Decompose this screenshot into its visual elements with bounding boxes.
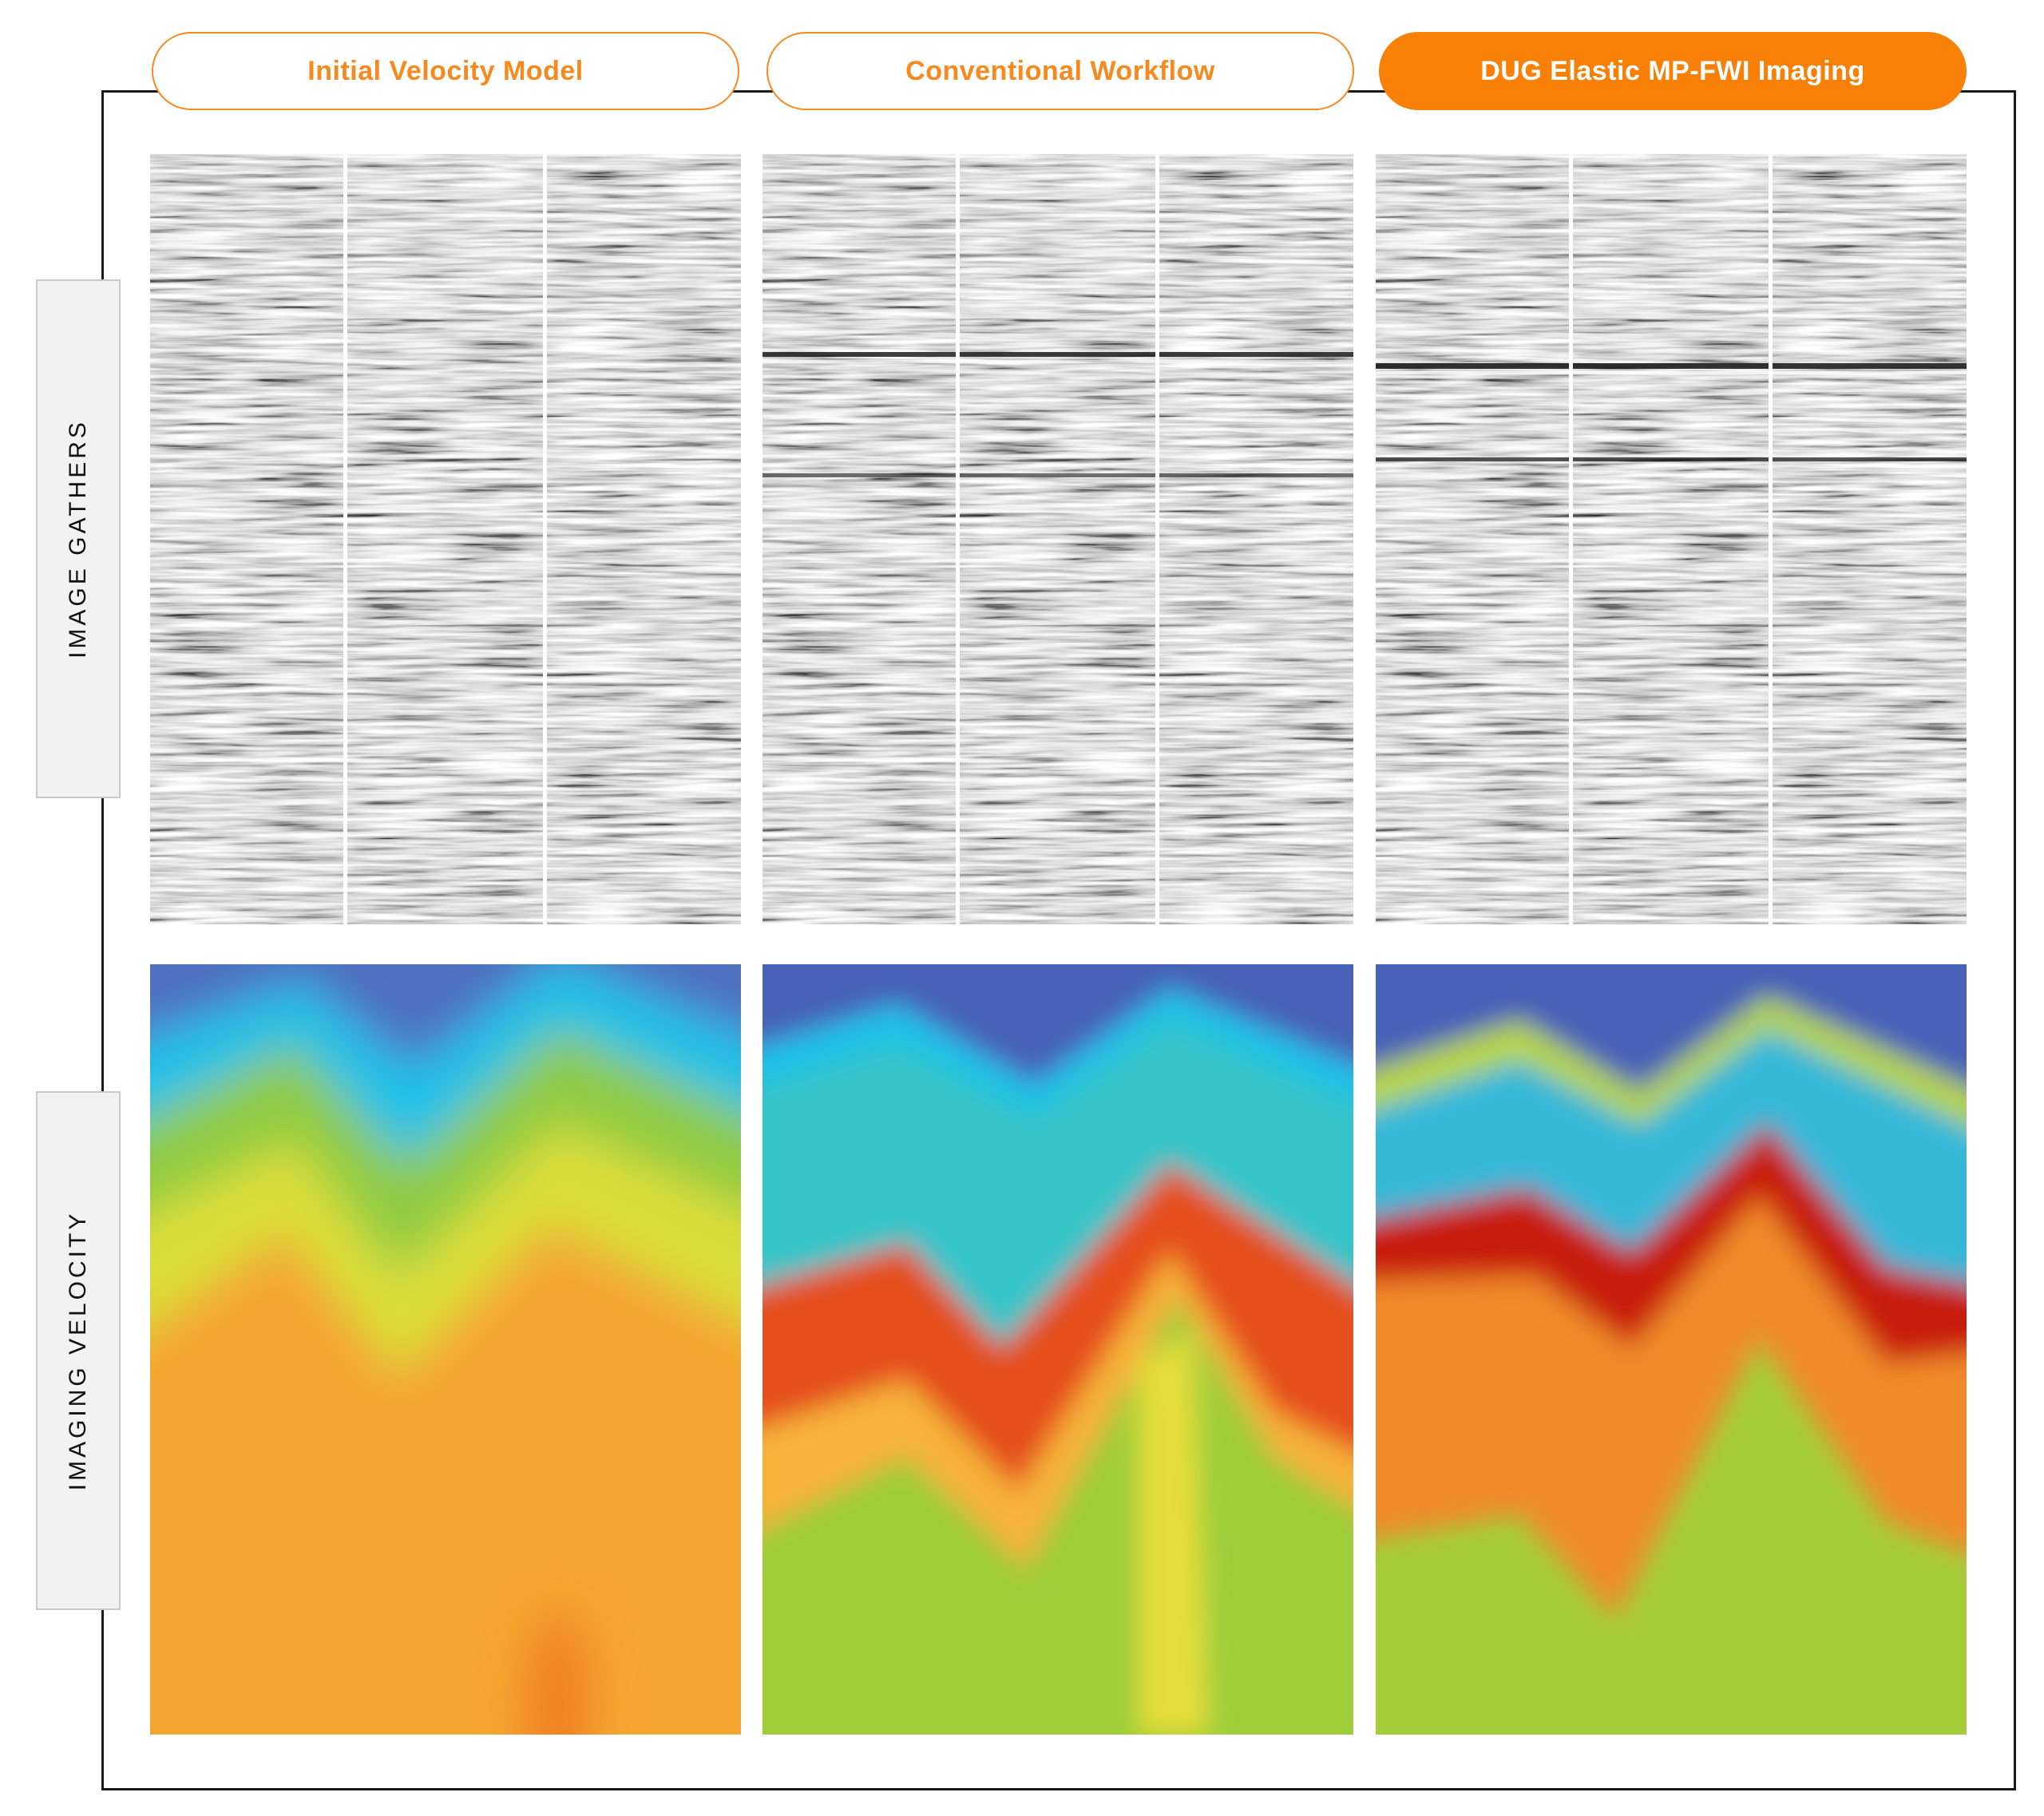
velocity-dug-image [1376, 964, 1967, 1735]
velocity-conventional-image [763, 964, 1353, 1735]
gather-conventional-image [763, 154, 1353, 924]
velocity-initial-image [150, 964, 741, 1735]
tab-conventional-workflow[interactable]: Conventional Workflow [766, 32, 1354, 110]
row-label-imaging-velocity-text: IMAGING VELOCITY [65, 1210, 91, 1491]
gather-initial-image [150, 154, 741, 924]
row-label-image-gathers: IMAGE GATHERS [36, 279, 121, 798]
gather-panel-dug [1376, 154, 1967, 924]
velocity-panel-dug [1376, 964, 1967, 1735]
velocity-panel-initial [150, 964, 741, 1735]
gather-panel-conventional [763, 154, 1353, 924]
velocity-panel-conventional [763, 964, 1353, 1735]
gather-dug-image [1376, 154, 1967, 924]
tab-initial-velocity-model[interactable]: Initial Velocity Model [152, 32, 739, 110]
gather-panel-initial [150, 154, 741, 924]
tab-dug-elastic-mp-fwi-imaging[interactable]: DUG Elastic MP-FWI Imaging [1379, 32, 1967, 110]
row-label-imaging-velocity: IMAGING VELOCITY [36, 1091, 121, 1610]
row-label-image-gathers-text: IMAGE GATHERS [65, 419, 91, 659]
